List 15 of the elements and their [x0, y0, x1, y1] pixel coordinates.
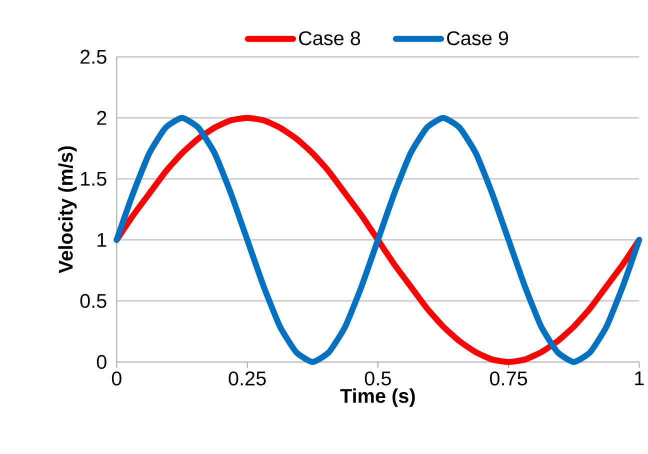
legend-label: Case 8 [299, 31, 360, 46]
x-tick-label: 0.75 [490, 372, 528, 386]
y-tick-label: 1.5 [81, 172, 106, 186]
x-tick-label: 1 [635, 372, 644, 386]
y-tick-label: 0 [96, 355, 106, 370]
y-tick-label: 2 [97, 111, 106, 125]
y-axis-title: Velocity (m/s) [58, 146, 77, 274]
x-tick-label: 0 [112, 372, 122, 386]
x-axis-title: Time (s) [340, 388, 415, 408]
x-tick-label: 0.25 [228, 372, 266, 386]
y-tick-label: 1 [98, 233, 106, 247]
x-tick-label: 0.5 [364, 372, 391, 386]
y-tick-label: 2.5 [80, 50, 106, 64]
legend-label: Case 9 [447, 31, 508, 46]
y-tick-label: 0.5 [80, 294, 106, 308]
